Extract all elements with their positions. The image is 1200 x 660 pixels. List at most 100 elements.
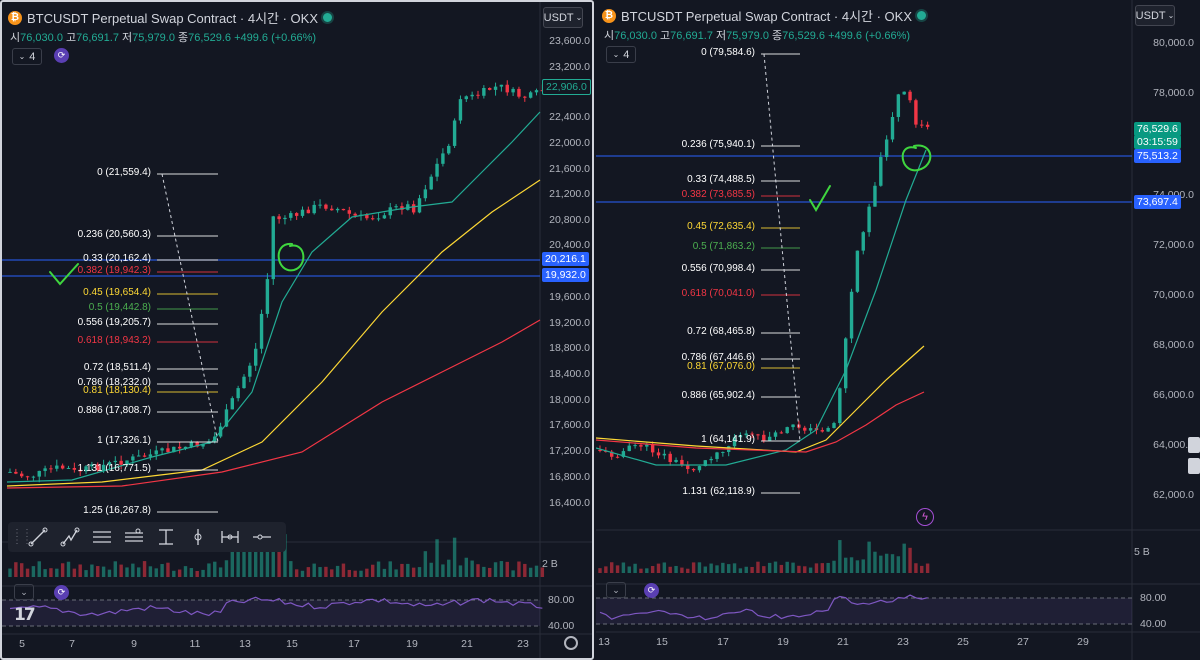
date-axis-label: 11: [189, 638, 201, 650]
lightning-icon[interactable]: ϟ: [916, 508, 934, 526]
sync-icon[interactable]: ⟳: [54, 48, 69, 63]
candle-body: [306, 209, 311, 214]
drawing-toolbar[interactable]: ⋮⋮ ⋮⋮: [8, 522, 286, 552]
candle-body: [37, 470, 41, 477]
horizontal-line-price-tag: 73,697.4: [1134, 195, 1181, 209]
volume-bar: [896, 556, 901, 573]
candle-body: [236, 388, 240, 399]
right-chart-canvas[interactable]: [596, 0, 1200, 660]
sync-icon[interactable]: ⟳: [644, 583, 659, 598]
candle-body: [464, 96, 468, 100]
side-panel-icon[interactable]: [1188, 437, 1200, 453]
parallel-channel-icon[interactable]: [86, 522, 118, 552]
volume-bar: [820, 563, 824, 573]
horizontal-line-price-tag: 75,513.2: [1134, 149, 1181, 163]
date-axis-label: 19: [406, 638, 418, 650]
volume-bar: [861, 559, 865, 573]
volume-bar: [534, 565, 539, 577]
pen-tool-icon[interactable]: [54, 522, 86, 552]
candle-body: [884, 139, 889, 158]
volume-bar: [429, 562, 433, 577]
right-symbol-title[interactable]: BTCUSDT Perpetual Swap Contract · 4시간 · …: [621, 9, 912, 24]
volume-bar: [744, 566, 748, 573]
candle-body: [488, 88, 492, 90]
candle-body: [808, 428, 813, 431]
candle-body: [680, 459, 684, 465]
candle-body: [709, 458, 713, 461]
candle-body: [896, 94, 901, 117]
volume-bar: [826, 562, 830, 573]
date-axis-label: 7: [69, 638, 75, 650]
right-symbol-header[interactable]: ₿ BTCUSDT Perpetual Swap Contract · 4시간 …: [602, 6, 926, 25]
candle-body: [756, 434, 760, 436]
volume-bar: [517, 561, 521, 577]
candle-body: [902, 91, 906, 95]
high-value: 76,691.7: [670, 30, 713, 42]
volume-bar: [318, 567, 322, 577]
candle-body: [31, 476, 36, 478]
line-tool-icon[interactable]: [22, 522, 54, 552]
price-axis-label: 23,200.0: [549, 61, 590, 73]
left-symbol-title[interactable]: BTCUSDT Perpetual Swap Contract · 4시간 · …: [27, 11, 318, 26]
candle-body: [43, 468, 47, 471]
left-interval-toggle[interactable]: ⌄ 4: [12, 48, 42, 65]
candle-body: [610, 451, 614, 457]
left-currency-button[interactable]: USDT ⌄: [543, 7, 583, 28]
measure-icon[interactable]: [214, 522, 246, 552]
volume-bar: [312, 563, 316, 577]
volume-bar: [78, 564, 82, 577]
horizontal-ray-icon[interactable]: [246, 522, 278, 552]
volume-bar: [528, 567, 533, 577]
candle-body: [119, 460, 123, 465]
volume-bar: [680, 567, 684, 573]
side-panel-icon[interactable]: [1188, 458, 1200, 474]
volume-bar: [691, 562, 696, 573]
volume-bar: [493, 562, 498, 577]
right-chart-panel[interactable]: ₿ BTCUSDT Perpetual Swap Contract · 4시간 …: [596, 0, 1200, 660]
candle-body: [201, 443, 205, 447]
regression-icon[interactable]: [118, 522, 150, 552]
volume-bar: [189, 568, 194, 577]
candle-body: [271, 216, 275, 280]
candle-body: [890, 116, 895, 140]
hand-drawn-annotation: [809, 185, 831, 212]
fib-level-label: 0.556 (70,998.4): [681, 263, 755, 274]
settings-icon[interactable]: [564, 636, 578, 650]
date-axis-label: 19: [777, 636, 789, 648]
price-range-icon[interactable]: [150, 522, 182, 552]
price-axis-label: 21,200.0: [549, 188, 590, 200]
drag-handle-icon[interactable]: ⋮⋮ ⋮⋮: [12, 528, 32, 546]
candle-body: [621, 451, 626, 457]
right-currency-button[interactable]: USDT ⌄: [1135, 5, 1175, 26]
candle-body: [335, 208, 340, 211]
left-ohlc-legend: 시76,030.0 고76,691.7 저75,979.0 종76,529.6 …: [10, 29, 316, 45]
fib-level-label: 0.33 (74,488.5): [687, 174, 755, 185]
candle-body: [388, 207, 392, 216]
candle-body: [803, 427, 807, 431]
left-chart-panel[interactable]: ₿ BTCUSDT Perpetual Swap Contract · 4시간 …: [0, 0, 594, 660]
volume-bar: [645, 568, 649, 573]
price-axis-label: 80,000.0: [1153, 37, 1194, 49]
right-interval-toggle[interactable]: ⌄ 4: [606, 46, 636, 63]
volume-bar: [300, 570, 305, 577]
fib-level-label: 0.556 (19,205.7): [77, 317, 151, 328]
left-rsi-collapse-button[interactable]: ⌄: [14, 584, 34, 600]
left-chart-canvas[interactable]: [2, 2, 594, 660]
volume-bar: [511, 570, 515, 577]
left-symbol-header[interactable]: ₿ BTCUSDT Perpetual Swap Contract · 4시간 …: [8, 8, 332, 27]
sync-icon[interactable]: ⟳: [54, 585, 69, 600]
price-axis-label: 16,400.0: [549, 497, 590, 509]
volume-bar: [125, 567, 129, 577]
price-axis-label: 20,400.0: [549, 239, 590, 251]
pin-icon[interactable]: [182, 522, 214, 552]
volume-bar: [101, 566, 106, 577]
volume-bar: [715, 565, 719, 573]
candle-body: [826, 427, 830, 432]
volume-bar: [785, 561, 789, 573]
candle-body: [499, 84, 504, 87]
volume-bar: [797, 565, 801, 573]
right-rsi-collapse-button[interactable]: ⌄: [606, 582, 626, 598]
volume-bar: [873, 551, 877, 573]
candle-body: [137, 455, 141, 457]
volume-bar: [633, 563, 637, 573]
